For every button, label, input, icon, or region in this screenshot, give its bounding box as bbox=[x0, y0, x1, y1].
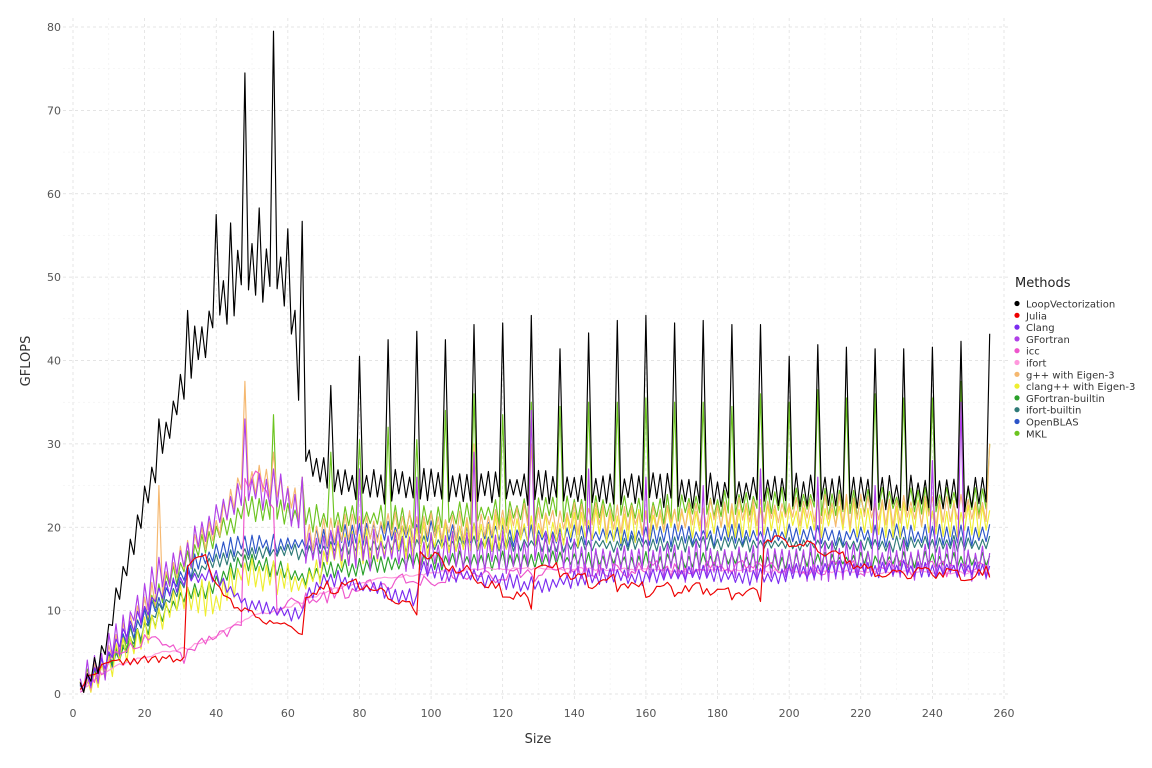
legend-label: icc bbox=[1026, 347, 1040, 358]
x-tick-label: 40 bbox=[209, 707, 223, 720]
series-line-gfortran bbox=[79, 401, 991, 693]
x-tick-label: 240 bbox=[922, 707, 943, 720]
x-axis-ticks: 0 20 40 60 80 100 120 140 160 180 200 220 240 260 bbox=[70, 707, 1015, 720]
legend-key bbox=[1014, 407, 1020, 413]
legend-key bbox=[1014, 359, 1020, 366]
x-tick-label: 260 bbox=[994, 707, 1015, 720]
y-tick-label: 60 bbox=[47, 188, 61, 201]
legend-label: clang++ with Eigen-3 bbox=[1026, 382, 1135, 393]
legend-key bbox=[1014, 418, 1020, 425]
legend-label: OpenBLAS bbox=[1026, 418, 1079, 429]
y-tick-label: 50 bbox=[47, 271, 61, 284]
x-tick-label: 20 bbox=[138, 707, 152, 720]
y-tick-label: 80 bbox=[47, 21, 61, 34]
legend-key bbox=[1014, 300, 1020, 307]
y-tick-label: 10 bbox=[47, 605, 61, 618]
legend-key bbox=[1014, 395, 1020, 401]
legend-label: LoopVectorization bbox=[1026, 300, 1115, 311]
x-tick-label: 80 bbox=[352, 707, 366, 720]
x-axis-title: Size bbox=[525, 732, 552, 747]
series-line-mkl bbox=[79, 380, 991, 693]
y-axis-ticks: 0 10 20 30 40 50 60 70 80 bbox=[47, 21, 61, 701]
y-tick-label: 70 bbox=[47, 104, 61, 117]
x-tick-label: 180 bbox=[707, 707, 728, 720]
x-tick-label: 160 bbox=[635, 707, 656, 720]
legend-key bbox=[1014, 336, 1020, 342]
y-tick-label: 40 bbox=[47, 355, 61, 368]
legend: Methods LoopVectorizationJuliaClangGFort… bbox=[1014, 276, 1135, 440]
series-line-ifort bbox=[79, 566, 990, 692]
legend-title: Methods bbox=[1015, 276, 1071, 291]
legend-key bbox=[1014, 430, 1020, 436]
series-line-loopvectorization bbox=[79, 30, 991, 693]
x-tick-label: 140 bbox=[564, 707, 585, 720]
series-line-clang bbox=[79, 559, 991, 691]
x-tick-label: 120 bbox=[492, 707, 513, 720]
x-tick-label: 60 bbox=[281, 707, 295, 720]
y-tick-label: 30 bbox=[47, 438, 61, 451]
legend-key bbox=[1014, 324, 1020, 330]
series-layer bbox=[79, 30, 991, 693]
legend-label: GFortran-builtin bbox=[1026, 394, 1105, 405]
legend-key bbox=[1014, 312, 1020, 318]
legend-items: LoopVectorizationJuliaClangGFortraniccif… bbox=[1014, 300, 1135, 440]
x-tick-label: 0 bbox=[70, 707, 77, 720]
series-line-g-with-eigen-3 bbox=[79, 380, 991, 693]
legend-label: g++ with Eigen-3 bbox=[1026, 370, 1115, 381]
legend-label: ifort bbox=[1026, 359, 1047, 370]
x-tick-label: 100 bbox=[421, 707, 442, 720]
y-tick-label: 20 bbox=[47, 521, 61, 534]
series-line-julia bbox=[79, 535, 991, 690]
legend-label: Clang bbox=[1026, 323, 1055, 334]
x-tick-label: 220 bbox=[850, 707, 871, 720]
legend-label: ifort-builtin bbox=[1026, 406, 1081, 417]
legend-label: GFortran bbox=[1026, 335, 1070, 346]
legend-key bbox=[1014, 348, 1020, 354]
legend-label: MKL bbox=[1026, 429, 1047, 440]
y-tick-label: 0 bbox=[54, 688, 61, 701]
x-tick-label: 200 bbox=[779, 707, 800, 720]
legend-key bbox=[1014, 371, 1020, 377]
legend-key bbox=[1014, 383, 1020, 389]
y-axis-title: GFLOPS bbox=[19, 336, 34, 387]
legend-label: Julia bbox=[1025, 311, 1047, 322]
